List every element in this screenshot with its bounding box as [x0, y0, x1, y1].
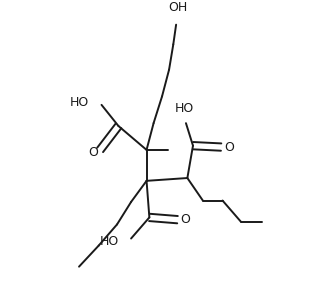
Text: O: O [224, 141, 234, 154]
Text: HO: HO [70, 96, 90, 109]
Text: HO: HO [175, 102, 194, 115]
Text: O: O [180, 213, 190, 226]
Text: O: O [88, 146, 98, 159]
Text: HO: HO [100, 235, 119, 248]
Text: OH: OH [168, 1, 187, 14]
